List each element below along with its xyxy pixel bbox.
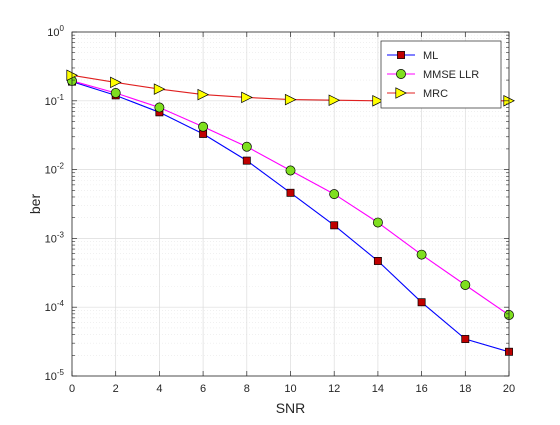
y-tick-label: 10-4 (45, 299, 65, 314)
data-point-mmse-llr (198, 121, 209, 132)
x-tick-label: 6 (200, 383, 206, 395)
y-tick-label: 10-3 (45, 230, 65, 245)
data-point-ml (286, 188, 295, 197)
x-tick-label: 14 (372, 383, 384, 395)
x-tick-label: 0 (69, 383, 75, 395)
data-point-mrc (110, 76, 122, 89)
x-tick-label: 4 (156, 383, 162, 395)
legend-label-mrc: MRC (423, 88, 448, 100)
data-point-mmse-llr (460, 280, 471, 290)
data-point-mmse-llr (241, 141, 252, 152)
y-tick-label: 10-1 (45, 93, 65, 108)
x-tick-label: 2 (113, 383, 119, 395)
y-tick-labels: 100 10-1 10-2 10-3 10-4 10-5 (45, 24, 65, 383)
y-tick-label: 10-5 (45, 368, 65, 383)
legend: ML MMSE LLR MRC (380, 40, 502, 109)
data-point-mmse-llr (416, 249, 427, 260)
legend-marker-mrc (395, 87, 407, 99)
x-tick-label: 16 (415, 383, 427, 395)
legend-marker-ml (397, 51, 405, 59)
y-tick-label: 100 (47, 24, 64, 39)
data-point-mmse-llr (372, 217, 383, 228)
data-point-ml (373, 257, 382, 265)
data-point-ml (330, 221, 339, 230)
y-tick-label: 10-2 (45, 162, 65, 177)
data-point-mmse-llr (110, 88, 121, 98)
x-tick-label: 12 (328, 383, 340, 395)
data-point-ml (417, 298, 426, 307)
data-point-mmse-llr (154, 102, 165, 113)
y-axis-label: ber (27, 194, 43, 215)
data-point-mrc (197, 88, 210, 101)
x-tick-label: 10 (284, 383, 296, 395)
data-point-mrc (153, 83, 166, 95)
tick-marks (71, 31, 510, 377)
data-point-mrc (284, 93, 297, 106)
x-tick-label: 20 (503, 383, 515, 395)
x-tick-labels: 0 2 4 6 8 10 12 14 16 18 20 (69, 383, 515, 395)
x-tick-label: 8 (244, 383, 250, 395)
series-mmse-llr (67, 75, 514, 320)
x-tick-label: 18 (459, 383, 471, 395)
data-point-mmse-llr (285, 165, 296, 176)
data-point-mrc (241, 91, 253, 104)
legend-label-mmse-llr: MMSE LLR (423, 69, 479, 81)
x-axis-label: SNR (276, 400, 306, 416)
data-point-ml (242, 156, 251, 165)
data-point-mrc (372, 95, 384, 107)
grid (71, 31, 510, 377)
legend-label-ml: ML (423, 50, 438, 62)
data-point-mrc (328, 94, 341, 106)
data-point-ml (461, 335, 470, 343)
legend-marker-mmse-llr (396, 69, 406, 79)
data-point-mmse-llr (329, 189, 340, 200)
